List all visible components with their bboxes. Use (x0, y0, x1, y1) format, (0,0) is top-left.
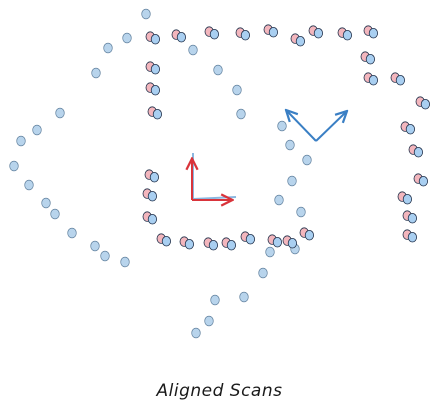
faint-scan-point (265, 246, 275, 258)
diagram-caption: Aligned Scans (156, 381, 283, 401)
faint-scan-point (287, 175, 297, 187)
blue-scan-point (209, 29, 219, 40)
faint-scan-point (24, 179, 34, 191)
blue-scan-point (149, 171, 159, 183)
blue-scan-point (287, 237, 297, 249)
blue-scan-point (368, 28, 378, 39)
blue-scan-point (420, 98, 430, 110)
blue-scan-point (176, 32, 186, 43)
faint-scan-point (277, 120, 287, 132)
blue-scan-point (395, 74, 405, 86)
blue-scan-point (402, 193, 412, 205)
faint-scan-point (210, 294, 220, 306)
faint-scan-point (100, 250, 110, 262)
blue-scan-point (413, 146, 423, 158)
blue-scan-point (226, 239, 236, 251)
faint-scan-point (213, 64, 223, 76)
faint-scan-point (32, 124, 42, 136)
blue-scan-point (245, 233, 255, 245)
blue-scan-point (150, 63, 160, 75)
blue-scan-point (405, 123, 415, 135)
faint-scan-point (90, 240, 100, 252)
blue-scan-point (147, 190, 157, 202)
faint-scan-point (50, 208, 60, 220)
faint-scan-point (204, 315, 214, 327)
faint-scan-point (9, 160, 19, 172)
faint-scan-point (120, 256, 130, 268)
faint-scan-point (55, 107, 65, 119)
blue-scan-point (304, 229, 314, 241)
blue-scan-point (368, 74, 378, 86)
faint-scan-point (91, 67, 101, 79)
target-right-axis (315, 112, 346, 142)
faint-scan-point (191, 327, 201, 339)
blue-scan-point (161, 235, 171, 247)
blue-scan-point (268, 27, 278, 38)
blue-scan-point (342, 30, 352, 41)
faint-scan-point (141, 8, 151, 20)
blue-scan-point (150, 34, 160, 45)
faint-scan-point (67, 227, 77, 239)
blue-scan-point (152, 108, 162, 120)
target-frame-axes (287, 111, 346, 142)
blue-scan-point (240, 30, 250, 41)
blue-scan-point (407, 212, 417, 224)
faint-scan-point (232, 84, 242, 96)
blue-scan-point (295, 36, 305, 47)
faint-scan-point (302, 154, 312, 166)
blue-scan-point (313, 28, 323, 39)
faint-scan-point (236, 108, 246, 120)
faint-scan-point (16, 135, 26, 147)
target-left-axis (287, 111, 317, 142)
blue-scan-point (407, 231, 417, 243)
blue-scan-point (208, 239, 218, 251)
faint-scan-point (41, 197, 51, 209)
faint-source-scan (9, 8, 312, 339)
blue-scan-point (418, 175, 428, 187)
aligned-scan-pairs (142, 24, 430, 251)
faint-scan-point (103, 42, 113, 54)
blue-scan-point (272, 236, 282, 248)
faint-scan-point (258, 267, 268, 279)
faint-scan-point (239, 291, 249, 303)
faint-scan-point (285, 139, 295, 151)
reference-frame-axes (192, 153, 237, 200)
blue-scan-point (184, 238, 194, 250)
faint-scan-point (188, 44, 198, 56)
blue-scan-point (365, 54, 375, 65)
faint-scan-point (122, 32, 132, 44)
blue-scan-point (150, 84, 160, 96)
faint-scan-point (274, 194, 284, 206)
blue-scan-point (147, 213, 157, 225)
faint-scan-point (296, 206, 306, 218)
